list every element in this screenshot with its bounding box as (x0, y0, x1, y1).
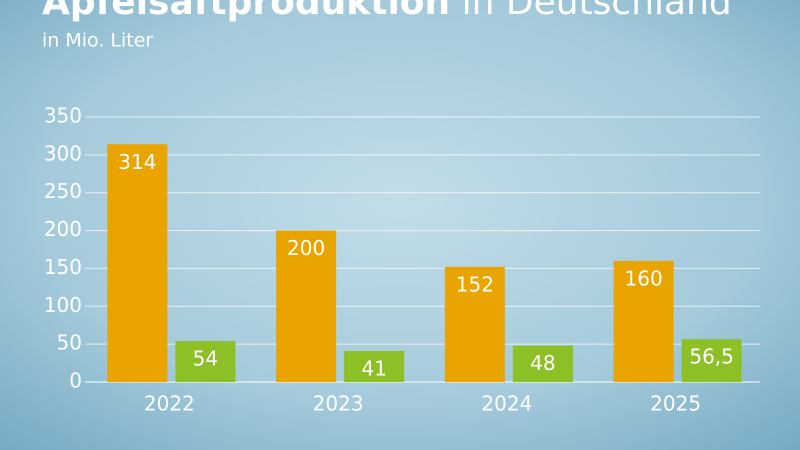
x-tick-label: 2022 (144, 392, 195, 416)
x-tick-label: 2023 (313, 392, 364, 416)
title-rest: in Deutschland (462, 0, 732, 23)
chart-title: Apfelsaftproduktion in Deutschland (42, 0, 732, 23)
y-tick-label: 100 (44, 293, 82, 317)
bar (444, 266, 505, 382)
value-label: 56,5 (689, 345, 734, 369)
value-label: 152 (456, 272, 494, 296)
bar (512, 345, 573, 382)
y-tick-label: 0 (69, 369, 82, 393)
value-label: 48 (530, 351, 555, 375)
y-tick-label: 250 (44, 179, 82, 203)
bar (681, 339, 742, 382)
bar (175, 341, 236, 382)
y-tick-label: 200 (44, 217, 82, 241)
value-label: 314 (118, 150, 156, 174)
bar (613, 260, 674, 382)
title-bold: Apfelsaftproduktion (42, 0, 450, 23)
x-tick-label: 2024 (481, 392, 532, 416)
value-label: 160 (625, 266, 663, 290)
bar (107, 144, 168, 382)
value-label: 200 (287, 236, 325, 260)
bar (344, 350, 405, 382)
value-label: 54 (193, 347, 218, 371)
y-tick-label: 300 (44, 141, 82, 165)
x-tick-label: 2025 (650, 392, 701, 416)
y-tick-label: 350 (44, 104, 82, 128)
bar (276, 230, 337, 382)
value-label: 41 (361, 356, 386, 380)
y-tick-label: 50 (57, 331, 82, 355)
chart-subtitle: in Mio. Liter (42, 30, 153, 52)
y-tick-label: 150 (44, 255, 82, 279)
